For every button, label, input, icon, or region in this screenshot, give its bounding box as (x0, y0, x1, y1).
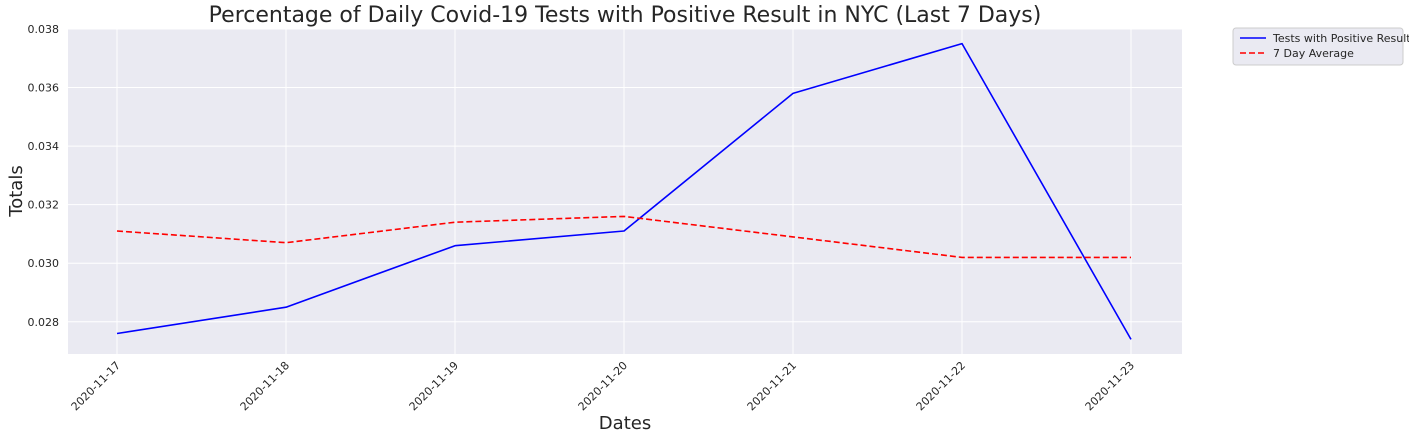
legend-label-positive: Tests with Positive Result (1272, 32, 1409, 45)
y-tick-label: 0.028 (28, 316, 60, 329)
legend-label-average: 7 Day Average (1273, 47, 1354, 60)
plot-background (68, 29, 1182, 354)
x-tick-label: 2020-11-19 (407, 359, 461, 413)
x-tick-label: 2020-11-17 (69, 359, 123, 413)
series-layer (116, 42, 1132, 340)
chart-title: Percentage of Daily Covid-19 Tests with … (209, 3, 1042, 28)
series-line-average (116, 215, 1131, 259)
x-tick-label: 2020-11-18 (238, 359, 292, 413)
grid-lines (68, 28, 1182, 354)
x-tick-label: 2020-11-22 (914, 359, 968, 413)
y-tick-label: 0.034 (28, 140, 60, 153)
y-tick-label: 0.032 (28, 199, 60, 212)
y-tick-label: 0.038 (28, 23, 60, 36)
series-line-positive (116, 42, 1132, 340)
y-tick-label: 0.036 (28, 82, 60, 95)
x-axis-title: Dates (599, 413, 651, 434)
y-tick-label: 0.030 (28, 257, 60, 270)
x-tick-labels: 2020-11-17 2020-11-18 2020-11-19 2020-11-20… (69, 359, 1137, 413)
y-axis-title: Totals (6, 165, 27, 217)
x-tick-label: 2020-11-20 (576, 359, 630, 413)
legend: Tests with Positive Result 7 Day Average (1232, 27, 1409, 66)
x-tick-label: 2020-11-23 (1083, 359, 1137, 413)
y-tick-labels: 0.028 0.030 0.032 0.034 0.036 0.038 (28, 23, 60, 329)
legend-box (1232, 27, 1404, 66)
x-tick-label: 2020-11-21 (745, 359, 799, 413)
